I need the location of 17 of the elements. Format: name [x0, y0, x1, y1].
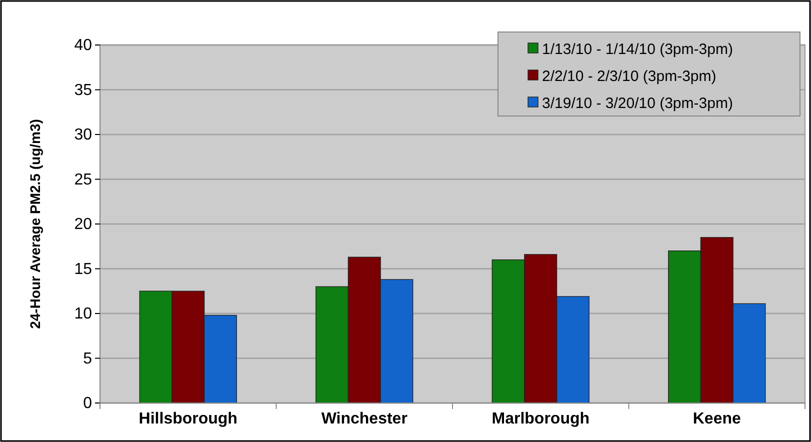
- y-tick-label: 40: [74, 37, 92, 54]
- y-tick-label: 25: [74, 171, 92, 188]
- legend-label: 1/13/10 - 1/14/10 (3pm-3pm): [542, 41, 733, 58]
- y-tick-label: 10: [74, 306, 92, 323]
- x-tick-label: Marlborough: [492, 410, 590, 428]
- x-tick-label: Keene: [692, 410, 741, 428]
- legend-label: 3/19/10 - 3/20/10 (3pm-3pm): [542, 95, 733, 112]
- y-axis-title: 24-Hour Average PM2.5 (ug/m3): [27, 119, 43, 329]
- y-tick-label: 5: [83, 350, 92, 368]
- y-tick-label: 20: [74, 216, 92, 234]
- y-tick-label: 0: [83, 395, 92, 412]
- y-tick-label: 30: [74, 126, 92, 144]
- y-tick-label: 35: [74, 82, 92, 99]
- y-tick-label: 15: [74, 260, 92, 278]
- x-tick-label: Hillsborough: [138, 410, 238, 428]
- legend-label: 2/2/10 - 2/3/10 (3pm-3pm): [542, 68, 716, 85]
- x-tick-label: Winchester: [321, 410, 408, 428]
